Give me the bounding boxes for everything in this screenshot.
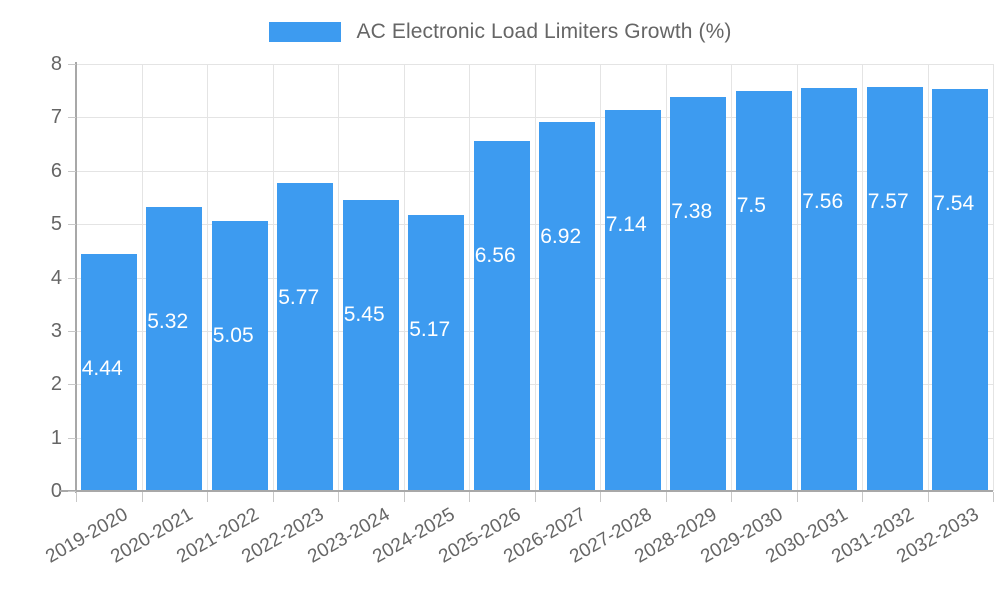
bar-2023-2024[interactable] — [342, 200, 399, 491]
gridline-vertical — [469, 64, 470, 491]
gridline-horizontal — [76, 437, 993, 439]
x-axis-tick-mark — [207, 492, 208, 502]
y-axis-tick-mark — [68, 277, 76, 279]
gridline-horizontal — [76, 330, 993, 332]
y-axis-tick-label: 1 — [50, 426, 62, 449]
legend-color-swatch — [268, 22, 341, 42]
bar-2020-2021[interactable] — [146, 207, 203, 491]
bar-2032-2033[interactable] — [932, 88, 989, 491]
y-axis-tick-mark — [68, 170, 76, 172]
chart-legend: AC Electronic Load Limiters Growth (%) — [0, 14, 1000, 50]
x-axis-tick-mark — [731, 492, 732, 502]
y-axis-tick-label: 5 — [50, 213, 62, 236]
y-axis-tick-label: 7 — [50, 106, 62, 129]
gridline-vertical — [600, 64, 601, 491]
x-axis-tick-mark — [273, 492, 274, 502]
y-axis-tick-mark — [68, 64, 76, 65]
y-axis-tick-label: 2 — [50, 373, 62, 396]
plot-area: 4.44 5.32 5.05 5.77 5.45 5.17 6.56 6.92 7.14 7.38… — [76, 64, 994, 492]
y-axis-tick-labels: 0 1 2 3 4 5 6 7 8 — [0, 0, 62, 600]
bar-2026-2027[interactable] — [539, 121, 596, 491]
gridline-vertical — [535, 64, 536, 491]
gridline-horizontal — [76, 117, 993, 119]
y-axis-line — [75, 62, 77, 493]
bar-2025-2026[interactable] — [473, 140, 530, 491]
bar-2021-2022[interactable] — [211, 221, 268, 491]
gridline-vertical — [207, 64, 208, 491]
gridline-vertical — [928, 64, 929, 491]
gridline-horizontal — [76, 170, 993, 172]
gridline-vertical — [338, 64, 339, 491]
x-axis-tick-mark — [797, 492, 798, 502]
y-axis-tick-label: 6 — [50, 159, 62, 182]
y-axis-tick-mark — [68, 330, 76, 332]
bar-2031-2032[interactable] — [866, 86, 923, 491]
y-axis-tick-mark — [68, 117, 76, 119]
x-axis-tick-mark — [862, 492, 863, 502]
x-axis-tick-mark — [142, 492, 143, 502]
bar-2027-2028[interactable] — [604, 109, 661, 491]
x-axis-tick-mark — [404, 492, 405, 502]
y-axis-tick-label: 4 — [50, 266, 62, 289]
y-axis-tick-label: 3 — [50, 319, 62, 342]
gridline-vertical — [731, 64, 732, 491]
bar-2022-2023[interactable] — [277, 183, 334, 491]
x-axis-tick-mark — [928, 492, 929, 502]
gridline-vertical — [666, 64, 667, 491]
gridline-vertical — [993, 64, 994, 491]
y-axis-tick-mark — [68, 491, 76, 492]
x-axis-tick-mark — [600, 492, 601, 502]
y-axis-tick-label: 8 — [50, 53, 62, 75]
x-axis-tick-mark — [76, 492, 77, 502]
bar-2029-2030[interactable] — [735, 90, 792, 491]
gridline-vertical — [273, 64, 274, 491]
x-axis-tick-mark — [338, 492, 339, 502]
bar-2030-2031[interactable] — [801, 87, 858, 491]
bar-2019-2020[interactable] — [80, 254, 137, 491]
bar-2024-2025[interactable] — [408, 215, 465, 491]
y-axis-tick-mark — [68, 224, 76, 226]
gridline-vertical — [797, 64, 798, 491]
gridline-horizontal — [76, 64, 993, 65]
gridline-vertical — [142, 64, 143, 491]
gridline-horizontal — [76, 224, 993, 226]
y-axis-tick-mark — [68, 437, 76, 439]
gridline-horizontal — [76, 277, 993, 279]
x-axis-line — [60, 490, 993, 492]
x-axis-tick-mark — [469, 492, 470, 502]
y-axis-tick-label: 0 — [50, 480, 62, 502]
y-axis-tick-mark — [68, 384, 76, 386]
x-axis-tick-mark — [535, 492, 536, 502]
x-axis-tick-mark — [993, 492, 994, 502]
bar-2028-2029[interactable] — [670, 97, 727, 491]
legend-label: AC Electronic Load Limiters Growth (%) — [356, 20, 732, 43]
gridline-vertical — [862, 64, 863, 491]
gridline-horizontal — [76, 384, 993, 386]
gridline-vertical — [404, 64, 405, 491]
x-axis-tick-mark — [666, 492, 667, 502]
